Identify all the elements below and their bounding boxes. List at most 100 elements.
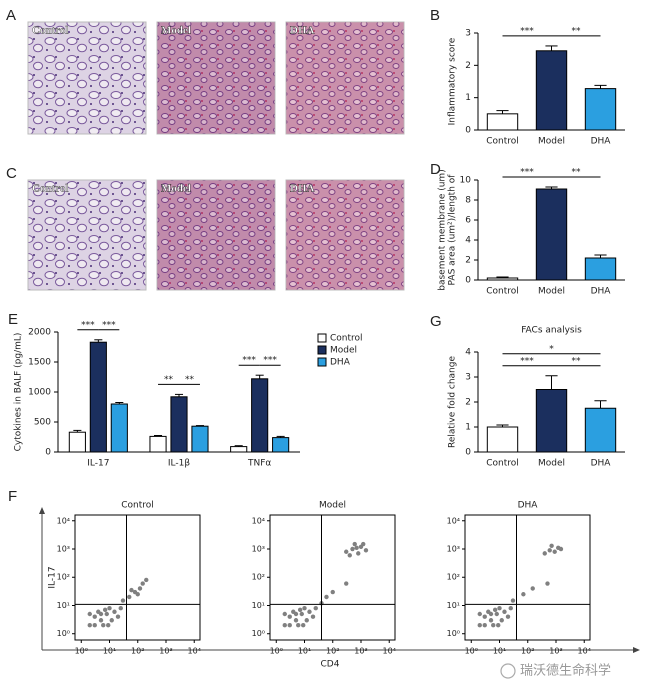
- y-tick-label: 0: [465, 276, 471, 286]
- data-point: [297, 607, 303, 613]
- frame-arrow: [633, 647, 640, 653]
- y-tick-label: 10⁰: [252, 629, 265, 638]
- data-point: [330, 589, 335, 595]
- y-tick-label: 10¹: [57, 601, 70, 610]
- chart-title: FACs analysis: [521, 326, 582, 336]
- significance-label: **: [572, 168, 582, 178]
- legend-swatch: [317, 357, 327, 367]
- bar: [251, 378, 269, 453]
- data-point: [344, 581, 349, 586]
- bar: [272, 437, 290, 453]
- data-point: [324, 594, 329, 600]
- y-tick-label: 10³: [57, 545, 70, 554]
- data-point: [307, 609, 312, 614]
- y-axis-label: basement membrane (um): [438, 169, 448, 290]
- data-point: [549, 543, 554, 548]
- data-point: [492, 607, 498, 613]
- panel-letter: A: [6, 7, 16, 24]
- y-tick-label: 10⁴: [252, 516, 265, 525]
- data-point: [361, 541, 366, 547]
- bar: [89, 341, 107, 453]
- plot-title: DHA: [518, 501, 539, 511]
- y-tick-label: 6: [465, 216, 471, 226]
- x-tick-label: Control: [486, 137, 519, 147]
- bar: [486, 277, 519, 281]
- bar: [584, 88, 617, 131]
- y-tick-label: 10¹: [252, 601, 265, 610]
- plot-frame: [74, 514, 201, 641]
- data-point: [521, 592, 526, 597]
- y-tick-label: 10⁴: [447, 516, 460, 525]
- bar: [584, 407, 617, 453]
- data-point: [558, 546, 564, 552]
- plot-title: Model: [319, 501, 346, 511]
- data-point: [313, 606, 318, 611]
- y-tick-label: 1: [465, 93, 471, 103]
- y-tick-label: 10⁰: [57, 629, 70, 638]
- data-point: [120, 598, 126, 603]
- x-tick-label: Control: [486, 459, 519, 469]
- bar: [110, 403, 128, 453]
- x-tick-label: Control: [486, 287, 519, 297]
- y-tick-label: 10²: [57, 573, 70, 582]
- significance-label: ***: [520, 356, 534, 366]
- panel-letter: B: [430, 7, 440, 24]
- data-point: [542, 551, 547, 556]
- significance-label: *: [549, 344, 554, 354]
- significance-label: ***: [242, 356, 256, 366]
- significance-label: **: [164, 375, 174, 385]
- legend-label: Control: [330, 334, 363, 344]
- data-point: [127, 594, 132, 600]
- bar: [486, 426, 519, 453]
- data-point: [510, 598, 516, 603]
- x-tick-label: DHA: [591, 459, 612, 469]
- y-tick-label: 4: [465, 236, 471, 246]
- data-point: [287, 623, 292, 628]
- data-point: [310, 614, 316, 619]
- data-point: [482, 623, 487, 628]
- data-point: [496, 623, 501, 628]
- x-tick-label: 10³: [159, 647, 172, 656]
- data-point: [296, 623, 301, 628]
- legend-swatch: [317, 345, 327, 355]
- x-tick-label: 10¹: [103, 647, 116, 656]
- data-point: [505, 614, 511, 619]
- y-axis-label: Cytokines in BALF (pg/mL): [14, 333, 24, 452]
- data-point: [302, 606, 307, 611]
- image-label: DHA: [290, 25, 315, 37]
- panel-letter: E: [8, 311, 18, 328]
- x-tick-label: 10⁴: [383, 647, 396, 656]
- legend-label: Model: [330, 346, 357, 356]
- plot-frame: [464, 514, 591, 641]
- x-tick-label: 10¹: [493, 647, 506, 656]
- x-axis-label: CD4: [321, 660, 340, 670]
- bar: [486, 113, 519, 131]
- y-tick-label: 1000: [28, 388, 51, 398]
- x-tick-label: IL-17: [87, 459, 109, 469]
- data-point: [488, 611, 494, 617]
- y-tick-label: 0: [465, 126, 471, 136]
- data-point: [552, 549, 557, 554]
- significance-label: ***: [102, 320, 116, 330]
- x-tick-label: 10¹: [298, 647, 311, 656]
- data-point: [112, 609, 117, 614]
- legend-label: DHA: [330, 358, 351, 368]
- y-tick-label: 10⁰: [447, 629, 460, 638]
- data-point: [92, 623, 97, 628]
- bar: [535, 50, 568, 131]
- data-point: [102, 607, 108, 613]
- x-tick-label: DHA: [591, 137, 612, 147]
- x-tick-label: 10²: [131, 647, 144, 656]
- significance-label: ***: [520, 26, 534, 36]
- data-point: [101, 623, 106, 628]
- x-tick-label: Model: [538, 287, 565, 297]
- significance-label: **: [572, 356, 582, 366]
- y-tick-label: 10³: [252, 545, 265, 554]
- data-point: [547, 548, 552, 553]
- y-tick-label: 10²: [252, 573, 265, 582]
- y-tick-label: 8: [465, 196, 471, 206]
- data-point: [106, 623, 111, 628]
- y-axis-label: IL-17: [48, 566, 58, 588]
- x-tick-label: 10²: [521, 647, 534, 656]
- y-tick-label: 3: [465, 29, 471, 39]
